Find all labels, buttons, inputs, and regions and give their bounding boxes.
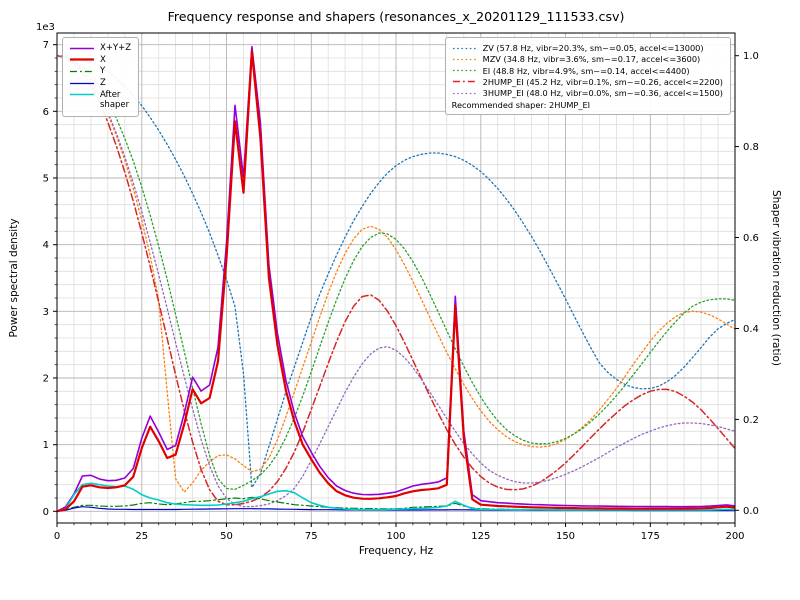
legend-item-x: X xyxy=(69,55,131,66)
svg-text:0.6: 0.6 xyxy=(743,233,759,244)
legend-label-3hump_ei: 3HUMP_EI (48.0 Hz, vibr=0.0%, sm~=0.36, … xyxy=(482,88,723,98)
svg-text:1.0: 1.0 xyxy=(743,51,759,62)
svg-text:0.2: 0.2 xyxy=(743,415,759,426)
x-axis-label: Frequency, Hz xyxy=(358,545,434,557)
legend-label-ei: EI (48.8 Hz, vibr=4.9%, sm~=0.14, accel<… xyxy=(482,65,690,76)
legend-item-ei: EI (48.8 Hz, vibr=4.9%, sm~=0.14, accel<… xyxy=(452,66,723,76)
svg-text:0: 0 xyxy=(43,507,49,518)
chart-title: Frequency response and shapers (resonanc… xyxy=(167,9,625,24)
series-mzv xyxy=(57,55,735,493)
legend-swatch-xyz xyxy=(70,47,94,50)
series-zv xyxy=(57,55,735,489)
legend-swatch-mzv xyxy=(452,58,477,61)
legend-item-xyz: X+Y+Z xyxy=(69,43,131,54)
svg-text:25: 25 xyxy=(135,531,148,542)
legend-swatch-after_shaper xyxy=(70,93,94,95)
svg-text:7: 7 xyxy=(43,40,49,51)
legend-item-after_shaper: After shaper xyxy=(69,90,131,111)
legend-swatch-3hump_ei xyxy=(452,92,477,94)
legend-label-zv: ZV (57.8 Hz, vibr=20.3%, sm~=0.05, accel… xyxy=(482,43,704,53)
legend-shapers: ZV (57.8 Hz, vibr=20.3%, sm~=0.05, accel… xyxy=(444,37,731,116)
svg-text:5: 5 xyxy=(43,174,49,185)
svg-text:50: 50 xyxy=(220,531,233,542)
svg-text:3: 3 xyxy=(43,307,49,318)
svg-text:0.8: 0.8 xyxy=(743,142,759,153)
svg-text:4: 4 xyxy=(43,240,49,251)
svg-text:100: 100 xyxy=(386,531,405,542)
legend-item-2hump_ei: 2HUMP_EI (45.2 Hz, vibr=0.1%, sm~=0.26, … xyxy=(452,77,723,87)
legend-item-z: Z xyxy=(69,78,131,89)
legend-psd: X+Y+Z X Y Z After shaper xyxy=(62,37,140,117)
legend-label-y: Y xyxy=(100,66,106,77)
legend-item-mzv: MZV (34.8 Hz, vibr=3.6%, sm~=0.17, accel… xyxy=(452,54,723,64)
svg-text:175: 175 xyxy=(641,531,660,542)
svg-text:125: 125 xyxy=(471,531,490,542)
svg-text:0.4: 0.4 xyxy=(743,324,759,335)
legend-label-z: Z xyxy=(100,77,106,88)
series-ei xyxy=(57,55,735,491)
svg-text:0: 0 xyxy=(54,531,60,542)
y-axis-multiplier: 1e3 xyxy=(36,22,55,33)
legend-item-3hump_ei: 3HUMP_EI (48.0 Hz, vibr=0.0%, sm~=0.36, … xyxy=(452,88,723,98)
y-axis-label-left: Power spectral density xyxy=(8,218,20,338)
svg-text:200: 200 xyxy=(725,531,744,542)
svg-text:6: 6 xyxy=(43,107,49,118)
svg-text:75: 75 xyxy=(305,531,318,542)
legend-swatch-z xyxy=(70,82,94,84)
series-after_shaper xyxy=(57,482,735,513)
legend-item-y: Y xyxy=(69,66,131,77)
series-xyz xyxy=(57,45,735,513)
legend-item-zv: ZV (57.8 Hz, vibr=20.3%, sm~=0.05, accel… xyxy=(452,43,723,53)
series-x xyxy=(57,50,735,513)
legend-label-2hump_ei: 2HUMP_EI (45.2 Hz, vibr=0.1%, sm~=0.26, … xyxy=(482,76,723,87)
legend-label-after_shaper: After shaper xyxy=(100,89,130,111)
legend-label-xyz: X+Y+Z xyxy=(100,43,132,53)
y-axis-label-right: Shaper vibration reduction (ratio) xyxy=(770,189,782,367)
legend-swatch-2hump_ei xyxy=(452,81,477,83)
legend-label-x: X xyxy=(100,54,106,65)
legend-label-mzv: MZV (34.8 Hz, vibr=3.6%, sm~=0.17, accel… xyxy=(482,54,701,65)
recommended-shaper-note: Recommended shaper: 2HUMP_EI xyxy=(451,100,591,111)
legend-swatch-x xyxy=(70,58,94,62)
legend-swatch-y xyxy=(70,70,94,73)
series-2hump_ei xyxy=(57,54,735,506)
svg-text:1: 1 xyxy=(43,440,49,451)
legend-swatch-zv xyxy=(452,47,477,49)
svg-text:150: 150 xyxy=(556,531,575,542)
svg-text:2: 2 xyxy=(43,374,49,385)
svg-text:0.0: 0.0 xyxy=(743,506,759,517)
series-3hump_ei xyxy=(57,55,735,508)
legend-swatch-ei xyxy=(452,69,477,72)
